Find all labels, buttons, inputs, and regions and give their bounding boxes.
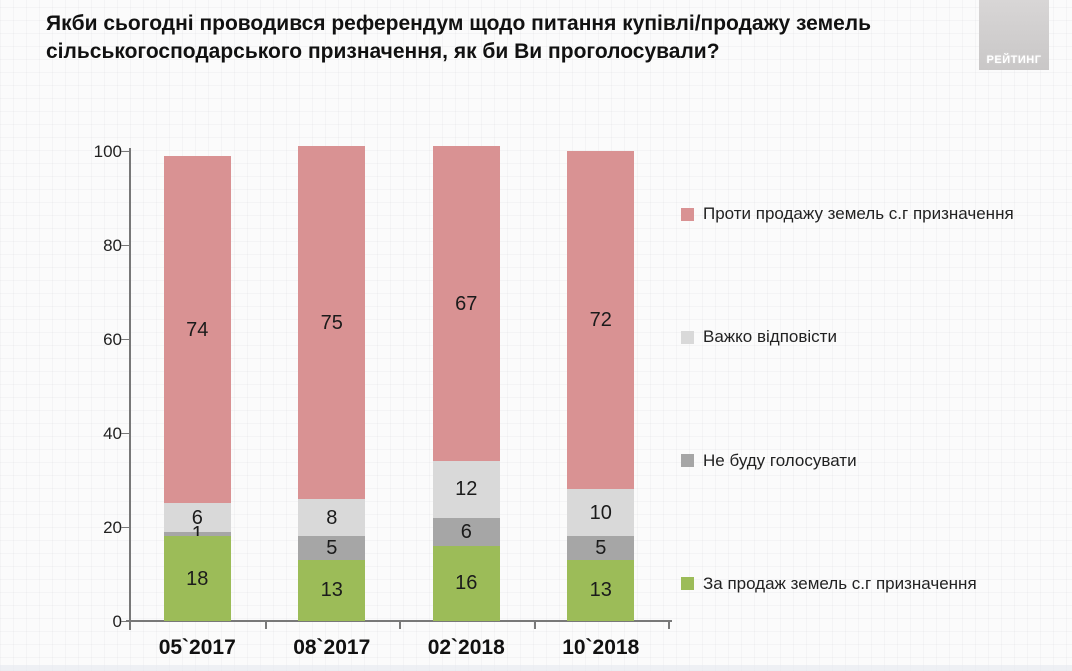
legend-item: Важко відповісти xyxy=(681,322,1071,352)
legend-item-label: Проти продажу земель с.г призначення xyxy=(703,204,1014,223)
legend-item: За продаж земель с.г призначення xyxy=(681,569,1071,599)
x-category-label: 08`2017 xyxy=(293,636,371,659)
bar-segment-label: 13 xyxy=(320,579,343,602)
legend-swatch-icon xyxy=(681,577,694,591)
bar-segment: 72 xyxy=(567,151,635,490)
bar-segment-label: 6 xyxy=(460,520,472,543)
y-tick-mark xyxy=(121,245,131,246)
slide-bottom-edge xyxy=(0,665,1072,671)
x-category-label: 10`2018 xyxy=(562,636,640,659)
bar-segment: 10 xyxy=(567,489,635,537)
y-tick-label: 40 xyxy=(103,423,122,443)
y-tick-label: 0 xyxy=(112,611,122,631)
bar-segment-label: 5 xyxy=(595,537,607,560)
y-tick-mark xyxy=(121,433,131,434)
y-axis-line xyxy=(129,148,131,630)
bar-segment: 13 xyxy=(298,559,366,621)
stacked-bar: 72 10 5 13 xyxy=(567,151,635,621)
bar-segment: 13 xyxy=(567,559,635,621)
chart-title: Якби сьогодні проводився референдум щодо… xyxy=(46,12,872,63)
x-tick-mark xyxy=(264,621,267,629)
bar-segment: 74 xyxy=(163,155,231,504)
bar-segment: 5 xyxy=(567,536,635,560)
legend-item-label: Важко відповісти xyxy=(703,327,837,347)
x-category-label: 02`2018 xyxy=(427,636,505,659)
x-tick-mark xyxy=(399,621,401,629)
stacked-bar: 74 6 1 18 xyxy=(163,155,231,621)
y-tick-mark xyxy=(121,621,131,622)
y-tick-label: 80 xyxy=(103,235,122,255)
y-tick-mark xyxy=(121,527,131,528)
y-tick-mark xyxy=(121,339,131,340)
bar-segment-label: 75 xyxy=(320,311,343,334)
bar-segment-label: 6 xyxy=(191,506,203,529)
bar-segment: 8 xyxy=(298,498,366,537)
x-tick-mark xyxy=(533,621,536,629)
bar-segment-label: 13 xyxy=(589,579,612,602)
y-tick-label: 60 xyxy=(103,329,122,349)
bar-segment-label: 18 xyxy=(186,567,209,590)
bar-segment: 67 xyxy=(432,146,500,462)
stacked-bar: 67 12 6 16 xyxy=(432,146,500,621)
legend-item-label: Не буду голосувати xyxy=(703,450,857,470)
stacked-bar: 75 8 5 13 xyxy=(298,146,366,621)
legend-item-label: За продаж земель с.г призначення xyxy=(703,573,977,593)
bar-segment: 75 xyxy=(298,146,366,499)
legend-swatch-icon xyxy=(681,207,694,221)
legend-swatch-icon xyxy=(681,330,694,344)
rating-group-logo: РЕЙТИНГ xyxy=(979,0,1049,70)
legend-item: Не буду голосувати xyxy=(681,446,1071,476)
bar-segment: 16 xyxy=(432,545,500,621)
chart-legend: Проти продажу земель с.г призначення Важк… xyxy=(681,199,1071,599)
y-tick-label: 100 xyxy=(93,141,122,161)
bar-segment-label: 67 xyxy=(455,292,478,315)
bar-segment-label: 10 xyxy=(589,501,612,524)
bar-segment: 5 xyxy=(298,536,366,560)
y-tick-mark xyxy=(121,151,131,152)
bar-segment-label: 8 xyxy=(326,506,338,529)
bar-segment-label: 12 xyxy=(455,478,478,501)
bar-segment: 12 xyxy=(432,461,500,518)
bar-segment: 18 xyxy=(163,536,231,621)
bar-segment-label: 74 xyxy=(186,318,209,341)
legend-item: Проти продажу земель с.г призначення xyxy=(681,199,1071,229)
y-tick-label: 20 xyxy=(103,517,122,537)
bar-segment-label: 72 xyxy=(589,309,612,332)
rating-logo-text: РЕЙТИНГ xyxy=(986,54,1042,66)
bar-segment: 6 xyxy=(432,517,500,546)
legend-swatch-icon xyxy=(681,454,694,468)
bar-segment: 6 xyxy=(163,503,231,532)
x-category-label: 05`2017 xyxy=(158,636,236,659)
x-tick-mark xyxy=(668,621,670,629)
bar-segment-label: 5 xyxy=(326,537,338,560)
bar-segment-label: 16 xyxy=(455,572,478,595)
